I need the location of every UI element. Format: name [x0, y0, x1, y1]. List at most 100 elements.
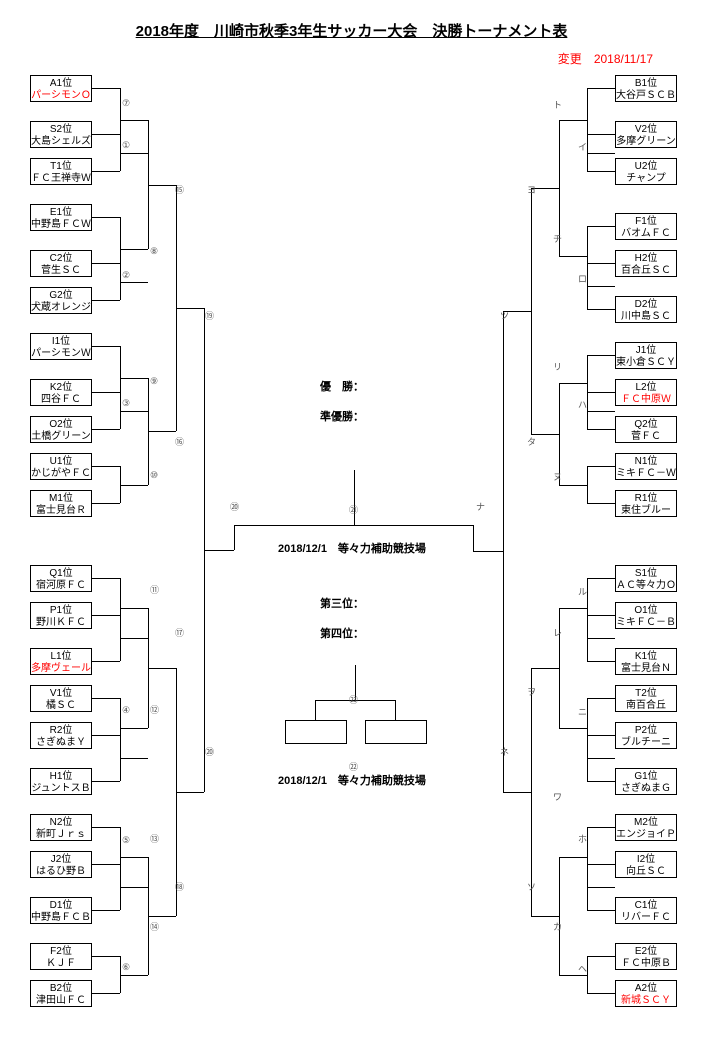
team-box: Q2位菅ＦＣ	[615, 416, 677, 443]
round-marker: ⑮	[175, 183, 184, 196]
team-box: J2位はるひ野Ｂ	[30, 851, 92, 878]
third-place-box-right	[365, 720, 427, 744]
team-box: B2位津田山ＦＣ	[30, 980, 92, 1007]
team-box: B1位大谷戸ＳＣＢ	[615, 75, 677, 102]
team-box: A1位パーシモンＯ	[30, 75, 92, 102]
runnerup-label: 準優勝：	[320, 408, 364, 424]
round-marker: ツ	[500, 309, 509, 322]
round-marker: ヨ	[527, 183, 536, 196]
team-box: M2位エンジョイＰ	[615, 814, 677, 841]
team-box: D2位川中島ＳＣ	[615, 296, 677, 323]
team-box: H2位百合丘ＳＣ	[615, 250, 677, 277]
round-marker: ヲ	[527, 685, 536, 698]
round-marker: ヌ	[553, 470, 562, 483]
team-box: U2位チャンプ	[615, 158, 677, 185]
team-box: R1位東住ブルー	[615, 490, 677, 517]
round-marker: ワ	[553, 790, 562, 803]
winner-label: 優 勝：	[320, 378, 364, 394]
round-marker: ⑬	[150, 832, 159, 845]
team-box: S2位大島シェルズ	[30, 121, 92, 148]
team-box: Q1位宿河原ＦＣ	[30, 565, 92, 592]
change-date: 2018/11/17	[594, 52, 653, 66]
team-box: N2位新町Ｊｒｓ	[30, 814, 92, 841]
round-marker: ⑳	[205, 745, 214, 758]
team-box: I1位パーシモンＷ	[30, 333, 92, 360]
fourth-label: 第四位：	[320, 625, 364, 641]
team-box: F2位ＫＪＦ	[30, 943, 92, 970]
round-marker: ⑰	[175, 626, 184, 639]
page-title: 2018年度 川崎市秋季3年生サッカー大会 決勝トーナメント表	[0, 0, 703, 41]
team-box: O1位ミキＦＣ－Ｂ	[615, 602, 677, 629]
team-box: R2位さぎぬまＹ	[30, 722, 92, 749]
round-marker: ヘ	[578, 962, 587, 975]
team-box: G1位さぎぬまＧ	[615, 768, 677, 795]
team-box: K2位四谷ＦＣ	[30, 379, 92, 406]
team-box: J1位東小倉ＳＣＹ	[615, 342, 677, 369]
team-box: L2位ＦＣ中原Ｗ	[615, 379, 677, 406]
round-marker: チ	[553, 232, 562, 245]
round-marker: ⑤	[122, 835, 130, 846]
round-marker: ⑩	[150, 470, 158, 481]
round-marker: ⑭	[150, 920, 159, 933]
round-marker: ⑦	[122, 98, 130, 109]
round-marker: ㉓	[349, 693, 358, 706]
change-label: 変更	[558, 52, 582, 66]
round-marker: ホ	[578, 832, 587, 845]
team-box: F1位バオムＦＣ	[615, 213, 677, 240]
team-box: A2位新城ＳＣＹ	[615, 980, 677, 1007]
round-marker: ⑧	[150, 246, 158, 257]
round-marker: ネ	[500, 745, 509, 758]
team-box: E2位ＦＣ中原Ｂ	[615, 943, 677, 970]
team-box: L1位多摩ヴェール	[30, 648, 92, 675]
round-marker: ニ	[578, 705, 587, 718]
team-box: E1位中野島ＦＣＷ	[30, 204, 92, 231]
round-marker: タ	[527, 435, 536, 448]
round-marker: ト	[553, 98, 562, 111]
change-notice: 変更 2018/11/17	[558, 50, 653, 67]
round-marker: ソ	[527, 880, 536, 893]
round-marker: ロ	[578, 272, 587, 285]
round-marker: レ	[553, 626, 562, 639]
round-marker: ハ	[578, 398, 587, 411]
third-label: 第三位：	[320, 595, 364, 611]
third-place-box-left	[285, 720, 347, 744]
round-marker: ㉑	[349, 503, 358, 516]
round-marker: ⑲	[205, 309, 214, 322]
round-marker: ④	[122, 705, 130, 716]
team-box: K1位富士見台Ｎ	[615, 648, 677, 675]
round-marker: ⑥	[122, 962, 130, 973]
team-box: M1位富士見台Ｒ	[30, 490, 92, 517]
round-marker: ⑪	[150, 583, 159, 596]
team-box: O2位土橋グリーン	[30, 416, 92, 443]
round-marker: イ	[578, 140, 587, 153]
team-box: G2位犬蔵オレンジ	[30, 287, 92, 314]
round-marker: ⑯	[175, 435, 184, 448]
team-box: H1位ジュントスＢ	[30, 768, 92, 795]
venue-1: 2018/12/1 等々力補助競技場	[278, 540, 426, 556]
team-box: I2位向丘ＳＣ	[615, 851, 677, 878]
team-box: T2位南百合丘	[615, 685, 677, 712]
team-box: C2位菅生ＳＣ	[30, 250, 92, 277]
team-box: P1位野川ＫＦＣ	[30, 602, 92, 629]
team-box: V2位多摩グリーン	[615, 121, 677, 148]
round-marker: ナ	[476, 500, 485, 513]
round-marker: ③	[122, 398, 130, 409]
round-marker: ⑨	[150, 376, 158, 387]
round-marker: リ	[553, 360, 562, 373]
round-marker: ル	[578, 585, 587, 598]
round-marker: ①	[122, 140, 130, 151]
team-box: T1位ＦＣ王禅寺Ｗ	[30, 158, 92, 185]
team-box: S1位ＡＣ等々力Ｏ	[615, 565, 677, 592]
round-marker: ⑳	[230, 500, 239, 513]
round-marker: ⑱	[175, 880, 184, 893]
round-marker: カ	[553, 920, 562, 933]
round-marker: ⑫	[150, 703, 159, 716]
team-box: P2位ブルチーニ	[615, 722, 677, 749]
round-marker: ②	[122, 270, 130, 281]
venue-2: 2018/12/1 等々力補助競技場	[278, 772, 426, 788]
team-box: C1位リバーＦＣ	[615, 897, 677, 924]
team-box: N1位ミキＦＣ－Ｗ	[615, 453, 677, 480]
team-box: U1位かじがやＦＣ	[30, 453, 92, 480]
team-box: D1位中野島ＦＣＢ	[30, 897, 92, 924]
team-box: V1位橘ＳＣ	[30, 685, 92, 712]
